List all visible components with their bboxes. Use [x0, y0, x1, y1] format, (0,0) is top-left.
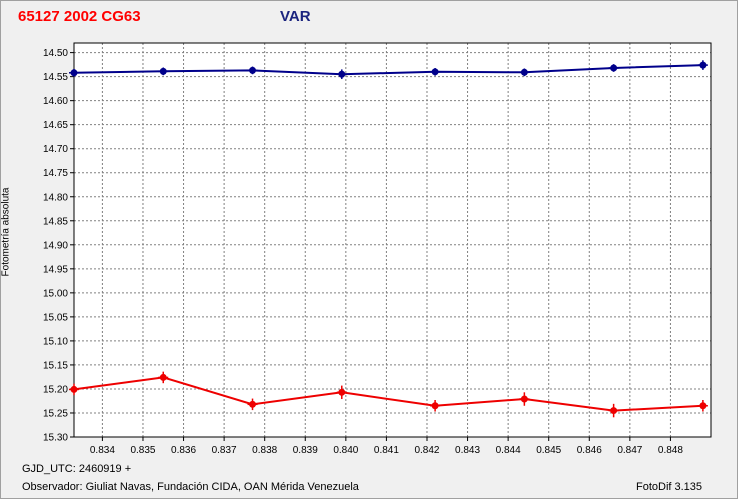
y-tick-label: 14.65: [43, 120, 68, 131]
series-0-point: [338, 70, 346, 78]
series-0-point: [159, 67, 167, 75]
series-0-line: [73, 64, 703, 76]
object-title: 65127 2002 CG63: [18, 8, 141, 25]
y-tick-label: 14.50: [43, 48, 68, 59]
series-1-point: [338, 388, 346, 396]
x-tick-label: 0.838: [252, 445, 277, 456]
x-tick-label: 0.841: [374, 445, 399, 456]
series-0-point: [431, 68, 439, 76]
x-tick-label: 0.836: [171, 445, 196, 456]
series-1-line: [73, 376, 703, 412]
x-tick-label: 0.840: [333, 445, 358, 456]
x-tick-label: 0.846: [577, 445, 602, 456]
y-tick-label: 14.75: [43, 168, 68, 179]
series-title: VAR: [280, 8, 311, 25]
series-1-point: [431, 402, 439, 410]
version-label: FotoDif 3.135: [636, 481, 703, 493]
y-tick-label: 15.05: [43, 312, 68, 323]
x-tick-label: 0.835: [130, 445, 155, 456]
series-0-point: [520, 68, 528, 76]
series-1-point: [159, 373, 167, 381]
x-tick-label: 0.845: [536, 445, 561, 456]
gjd-label: GJD_UTC: 2460919 +: [22, 463, 132, 475]
plot-border: [73, 42, 712, 438]
y-tick-label: 14.80: [43, 192, 68, 203]
series-1-point: [520, 395, 528, 403]
series-1-point: [70, 385, 78, 393]
series-0-point: [699, 61, 707, 69]
y-tick-label: 15.30: [43, 433, 68, 444]
y-tick-label: 14.90: [43, 240, 68, 251]
series-1-point: [249, 400, 257, 408]
series-1-point: [699, 402, 707, 410]
y-tick-label: 14.95: [43, 264, 68, 275]
y-tick-label: 14.60: [43, 96, 68, 107]
series-0-point: [610, 64, 618, 72]
y-tick-label: 15.25: [43, 408, 68, 419]
y-tick-label: 14.70: [43, 144, 68, 155]
plot-layer: 14.50 14.55 14.60 14.65 14.70 14.75 14.80 14.85…: [43, 42, 712, 456]
x-tick-label: 0.847: [617, 445, 642, 456]
y-tick-label: 15.10: [43, 336, 68, 347]
y-tick-label: 14.55: [43, 72, 68, 83]
x-tick-label: 0.842: [414, 445, 439, 456]
series-0-point: [70, 69, 78, 77]
x-tick-label: 0.848: [658, 445, 683, 456]
x-tick-label: 0.837: [212, 445, 237, 456]
x-tick-label: 0.839: [293, 445, 318, 456]
y-tick-label: 15.15: [43, 360, 68, 371]
x-tick-label: 0.843: [455, 445, 480, 456]
x-tick-label: 0.844: [496, 445, 521, 456]
x-tick-label: 0.834: [90, 445, 115, 456]
plot-area: [74, 43, 711, 437]
series-0-point: [249, 66, 257, 74]
series-1-point: [610, 407, 618, 415]
observer-label: Observador: Giuliat Navas, Fundación CID…: [22, 481, 359, 493]
y-tick-label: 15.00: [43, 288, 68, 299]
y-tick-label: 15.20: [43, 384, 68, 395]
y-tick-label: 14.85: [43, 216, 68, 227]
